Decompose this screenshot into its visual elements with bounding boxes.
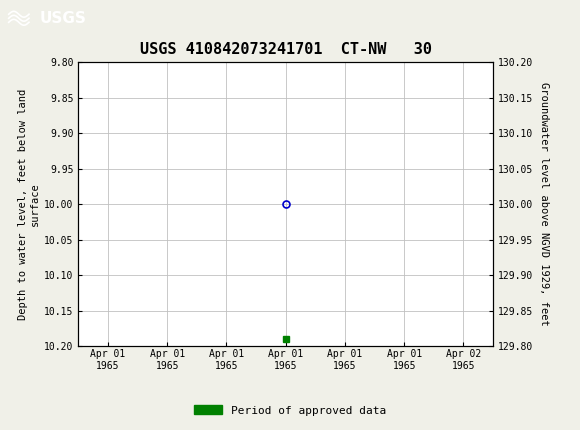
Y-axis label: Depth to water level, feet below land
surface: Depth to water level, feet below land su… [19,89,40,320]
Title: USGS 410842073241701  CT-NW   30: USGS 410842073241701 CT-NW 30 [140,42,432,57]
Text: USGS: USGS [39,11,86,26]
Y-axis label: Groundwater level above NGVD 1929, feet: Groundwater level above NGVD 1929, feet [539,83,549,326]
Legend: Period of approved data: Period of approved data [190,401,390,420]
